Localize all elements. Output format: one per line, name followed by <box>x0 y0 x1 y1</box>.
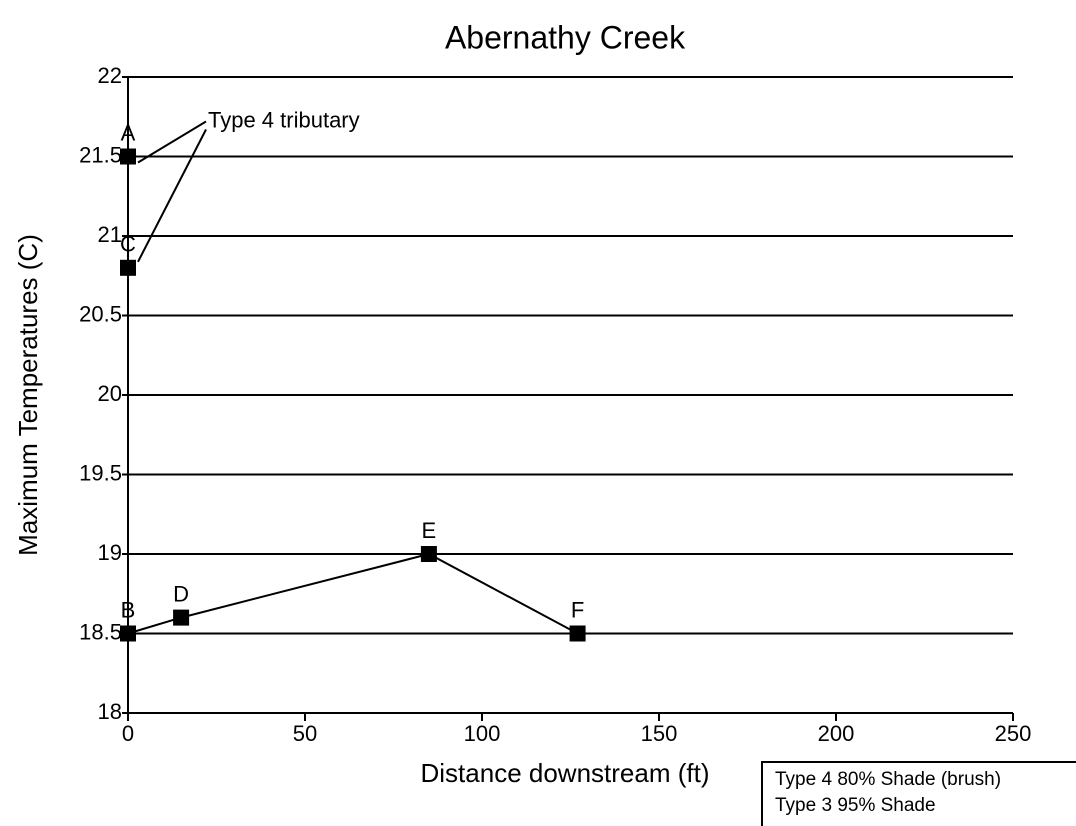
point-label: C <box>120 232 136 257</box>
y-tick-label: 18.5 <box>79 619 122 644</box>
y-tick-label: 18 <box>98 699 122 724</box>
leader-line <box>137 129 207 263</box>
annotation: Type 4 tributary <box>208 107 360 132</box>
y-tick-label: 19 <box>98 540 122 565</box>
x-tick-label: 50 <box>293 721 317 746</box>
data-point <box>120 259 136 276</box>
data-point <box>420 546 437 562</box>
y-tick-label: 21 <box>98 222 122 247</box>
x-axis-label: Distance downstream (ft) <box>421 758 710 788</box>
x-tick-label: 0 <box>122 721 134 746</box>
point-label: A <box>121 120 136 145</box>
chart-title: Abernathy Creek <box>445 19 686 55</box>
legend-note: Type 4 80% Shade (brush) <box>775 769 1001 790</box>
x-tick-label: 100 <box>464 721 501 746</box>
point-label: D <box>173 581 189 606</box>
data-point <box>569 625 586 642</box>
x-tick-label: 250 <box>995 721 1032 746</box>
y-tick-label: 20.5 <box>79 301 122 326</box>
point-label: F <box>571 597 584 622</box>
data-point <box>173 609 190 626</box>
legend-box <box>761 761 1076 826</box>
y-tick-label: 20 <box>98 381 122 406</box>
x-tick-label: 200 <box>818 721 855 746</box>
leader-line <box>137 120 207 164</box>
point-label: E <box>422 518 437 543</box>
legend-note: Type 3 95% Shade <box>775 795 936 816</box>
y-tick-label: 19.5 <box>79 460 122 485</box>
y-tick-label: 22 <box>98 63 122 88</box>
y-axis-label: Maximum Temperatures (C) <box>13 234 43 556</box>
x-tick-label: 150 <box>641 721 678 746</box>
y-tick-label: 21.5 <box>79 142 122 167</box>
data-point <box>120 625 136 642</box>
data-point <box>120 148 136 165</box>
point-label: B <box>121 597 136 622</box>
data-line <box>127 552 579 635</box>
